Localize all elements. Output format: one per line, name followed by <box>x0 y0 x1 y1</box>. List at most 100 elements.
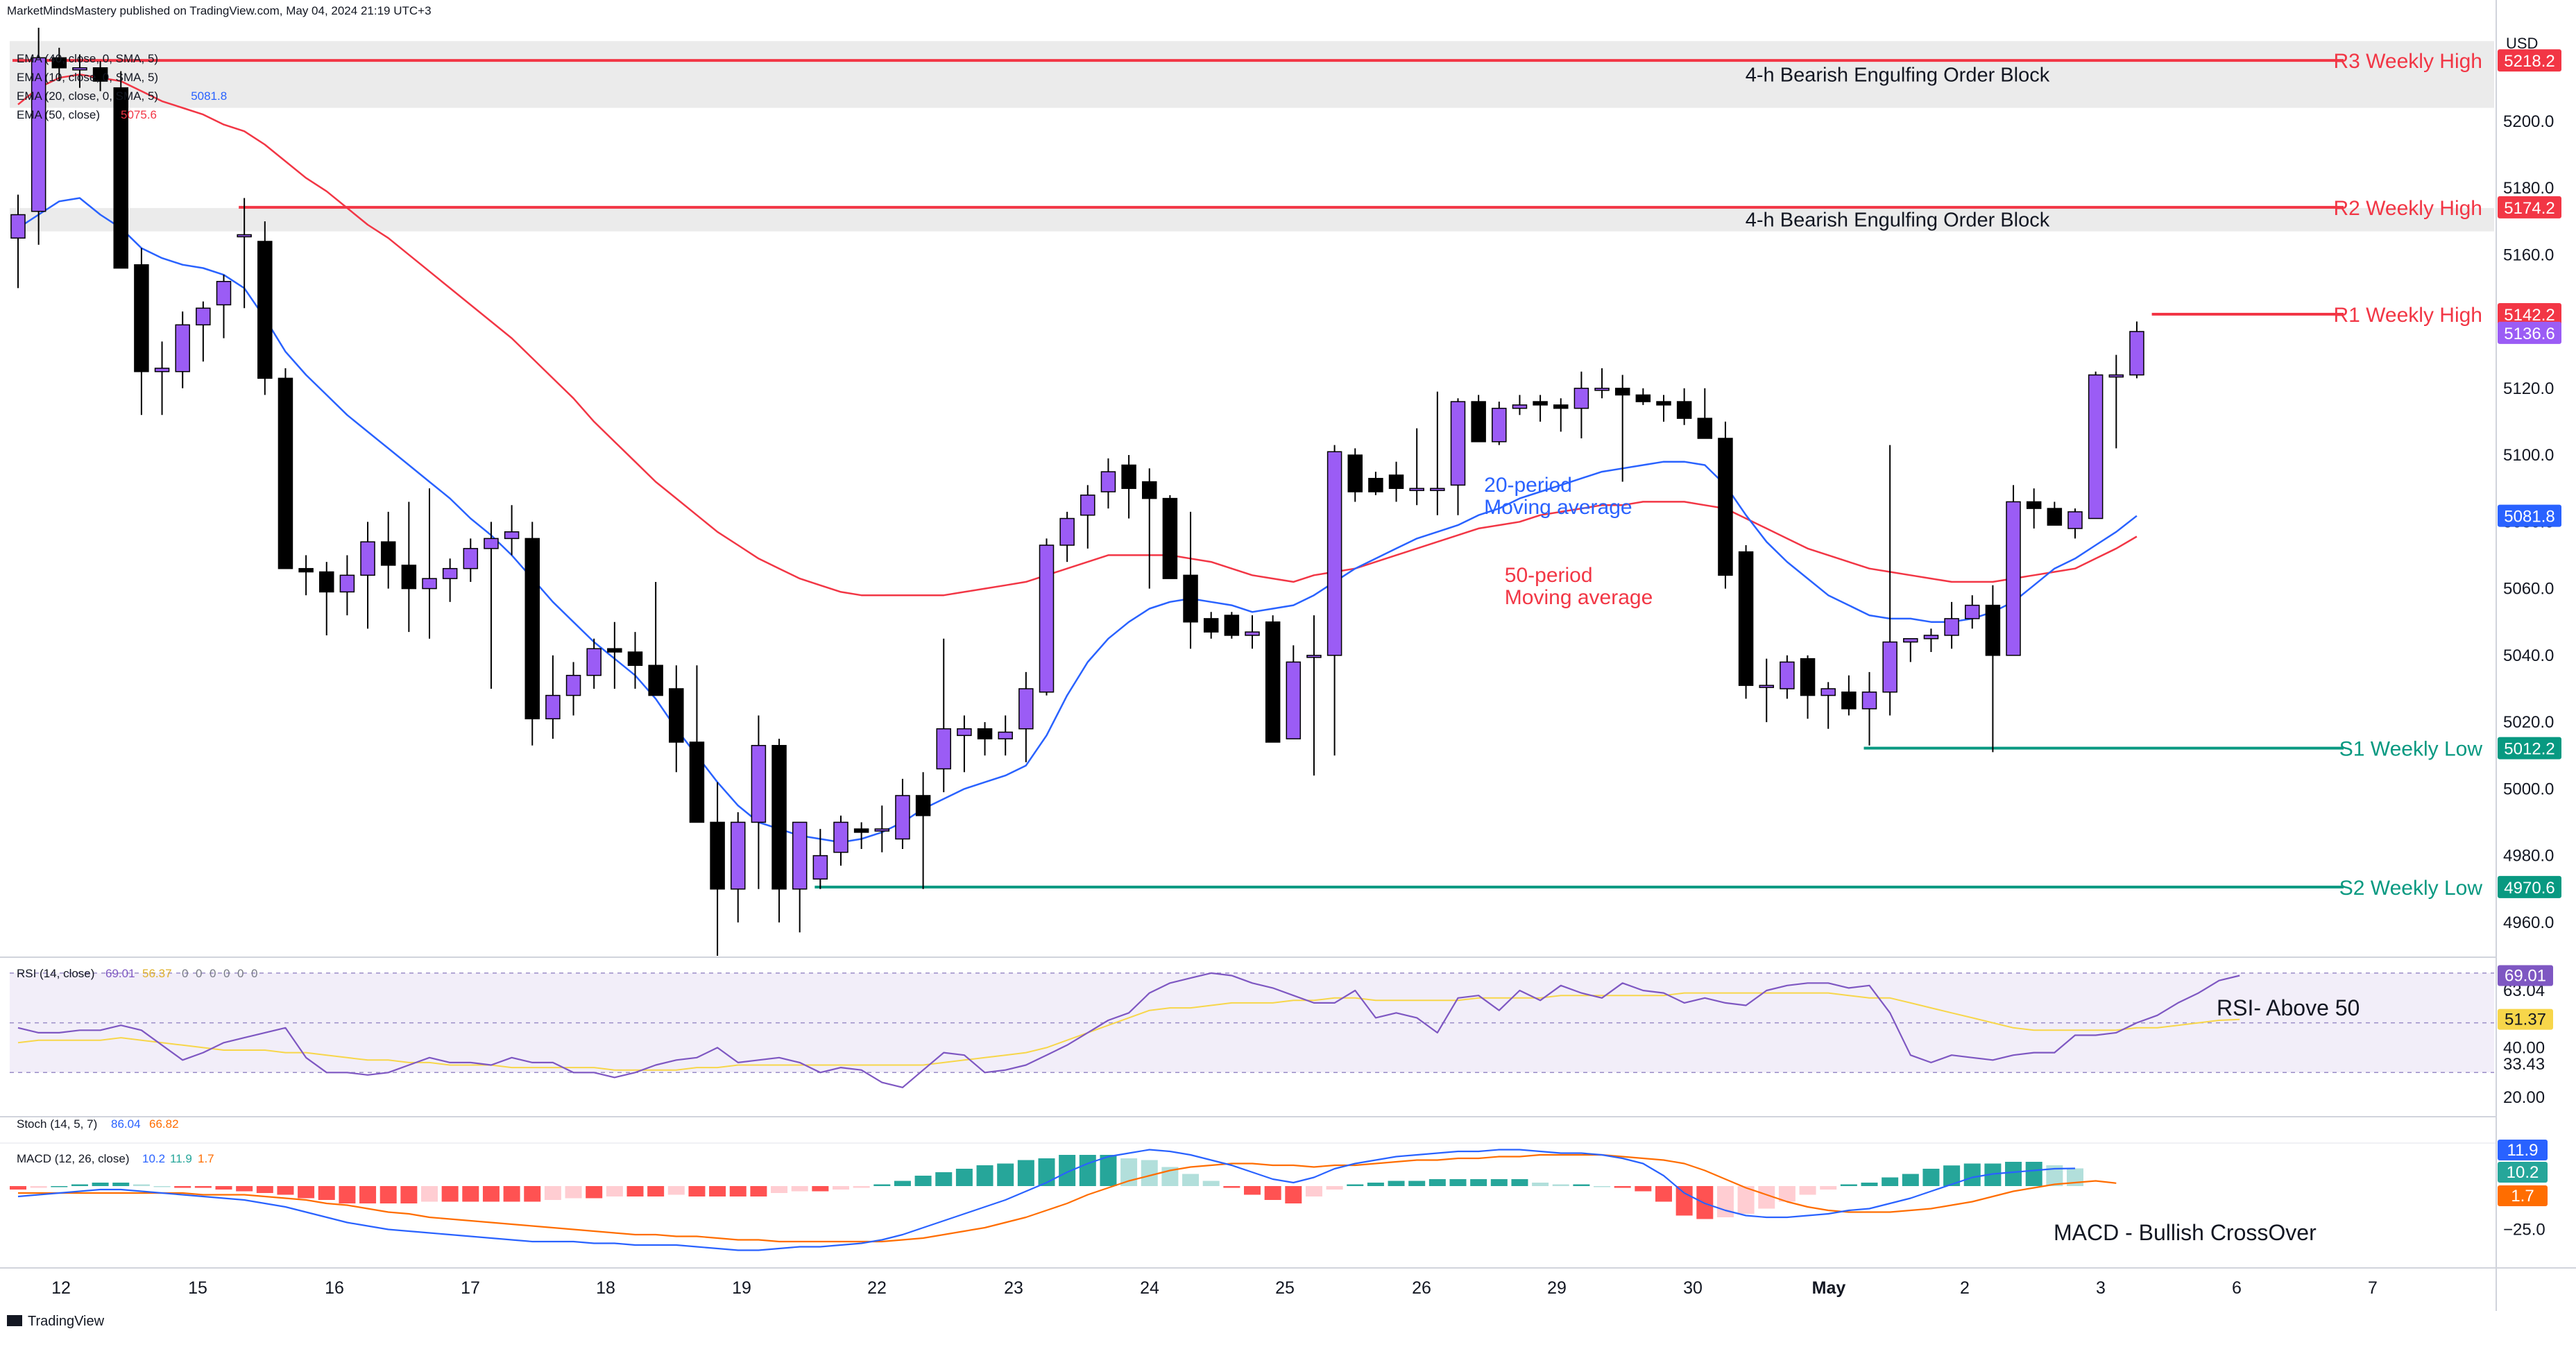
ema-legend-label: EMA (40, close, 0, SMA, 5) <box>17 52 158 65</box>
candle-bear <box>1676 401 1692 419</box>
candle-bull <box>1512 404 1528 409</box>
candle-bull <box>1018 688 1034 730</box>
candle-bull <box>833 821 848 853</box>
macd-value-text: 11.9 <box>2507 1141 2539 1160</box>
macd-histogram-bar <box>688 1186 706 1196</box>
macd-histogram-bar <box>1675 1186 1693 1216</box>
candle-bull <box>1286 661 1302 739</box>
macd-histogram-bar <box>1017 1160 1034 1186</box>
macd-histogram-bar <box>1079 1155 1096 1186</box>
macd-histogram-bar <box>421 1186 438 1202</box>
candle-bull <box>751 745 767 823</box>
macd-histogram-bar <box>791 1186 808 1192</box>
time-tick-label: 7 <box>2368 1278 2378 1298</box>
rsi-value-text: 69.01 <box>2505 966 2546 985</box>
macd-histogram-bar <box>339 1186 356 1203</box>
candle-bull <box>586 648 602 676</box>
candle-bull <box>1492 407 1507 443</box>
candle-bear <box>319 571 334 593</box>
rsi-value-text: 51.37 <box>2505 1011 2546 1029</box>
macd-histogram-bar <box>1449 1179 1467 1186</box>
macd-histogram-bar <box>1820 1186 1837 1190</box>
candle-bear <box>51 57 67 69</box>
candle-bull <box>957 728 972 737</box>
macd-histogram-bar <box>112 1183 130 1186</box>
currency-label: USD <box>2506 35 2538 52</box>
macd-histogram-bar <box>482 1186 500 1202</box>
price-tick-label: 5060.0 <box>2503 580 2554 599</box>
level-price-text: 5012.2 <box>2504 740 2554 759</box>
time-tick-label: 18 <box>596 1278 615 1298</box>
ema-legend-label: EMA (10, close, 0, SMA, 5) <box>17 71 158 84</box>
macd-histogram-bar <box>1696 1186 1714 1219</box>
candle-bull <box>565 674 581 696</box>
candle-bull <box>175 324 190 372</box>
macd-histogram-bar <box>30 1186 47 1188</box>
macd-histogram-bar <box>1963 1163 1981 1186</box>
macd-line <box>17 1149 2076 1251</box>
rsi-legend-value: 0 <box>196 967 202 980</box>
candle-bull <box>1882 641 1897 693</box>
candle-bull <box>2006 501 2021 656</box>
time-tick-label: 22 <box>867 1278 887 1298</box>
stoch-legend-label: Stoch (14, 5, 7) <box>17 1117 97 1131</box>
price-tick-label: 5200.0 <box>2503 112 2554 131</box>
macd-legend-value: 10.2 <box>142 1152 165 1165</box>
macd-histogram-bar <box>771 1186 788 1193</box>
macd-histogram-bar <box>1532 1183 1549 1186</box>
candle-bull <box>1430 488 1445 491</box>
macd-histogram-bar <box>10 1186 26 1190</box>
candle-bear <box>607 648 622 653</box>
candle-bear <box>1697 418 1713 439</box>
level-price-text: 5142.2 <box>2504 306 2554 325</box>
level-label: R3 Weekly High <box>2333 50 2482 73</box>
order-block-zone <box>10 207 2494 232</box>
rsi-annotation: RSI- Above 50 <box>2217 995 2360 1020</box>
candle-bear <box>689 741 705 823</box>
candle-bull <box>731 821 746 890</box>
macd-histogram-bar <box>1490 1179 1508 1186</box>
macd-histogram-bar <box>1635 1186 1652 1192</box>
price-badge-text: 5136.6 <box>2504 325 2554 343</box>
candle-bull <box>2088 374 2104 520</box>
candle-bull <box>504 531 520 540</box>
candle-bull <box>463 548 479 569</box>
macd-histogram-bar <box>1347 1184 1364 1186</box>
order-block-zone <box>10 41 2494 108</box>
candle-bear <box>1533 401 1548 406</box>
macd-histogram-bar <box>955 1169 973 1186</box>
ma-annotation: Moving average <box>1484 496 1632 519</box>
candle-bull <box>2108 374 2124 378</box>
candle-bear <box>1800 658 1816 696</box>
macd-histogram-bar <box>2005 1162 2022 1186</box>
level-price-text: 5174.2 <box>2504 199 2554 218</box>
candle-bear <box>257 241 273 379</box>
macd-histogram-bar <box>298 1186 315 1199</box>
candle-bull <box>339 574 355 593</box>
macd-histogram-bar <box>1120 1158 1138 1186</box>
candle-bear <box>1183 574 1198 623</box>
level-label: R1 Weekly High <box>2333 304 2482 327</box>
candle-bull <box>1245 631 1260 636</box>
candle-bear <box>1162 497 1178 579</box>
candle-bear <box>401 565 417 590</box>
macd-histogram-bar <box>1840 1184 1857 1186</box>
rsi-legend-label: RSI (14, close) <box>17 967 94 980</box>
macd-histogram-bar <box>1408 1181 1426 1186</box>
candle-bear <box>1347 454 1363 492</box>
time-tick-label: 2 <box>1960 1278 1970 1298</box>
candle-bull <box>1759 685 1774 688</box>
macd-value-badge <box>2498 1140 2548 1160</box>
macd-histogram-bar <box>1511 1179 1528 1186</box>
candle-bull <box>1820 688 1836 696</box>
level-label: S2 Weekly Low <box>2339 877 2483 900</box>
candle-bear <box>1203 618 1219 633</box>
rsi-tick-label: 20.00 <box>2503 1088 2545 1107</box>
candle-bull <box>1306 655 1322 658</box>
candle-bear <box>1718 438 1733 576</box>
rsi-legend-value: 69.01 <box>105 967 135 980</box>
macd-histogram-bar <box>1202 1181 1220 1186</box>
candle-bear <box>1614 388 1630 396</box>
